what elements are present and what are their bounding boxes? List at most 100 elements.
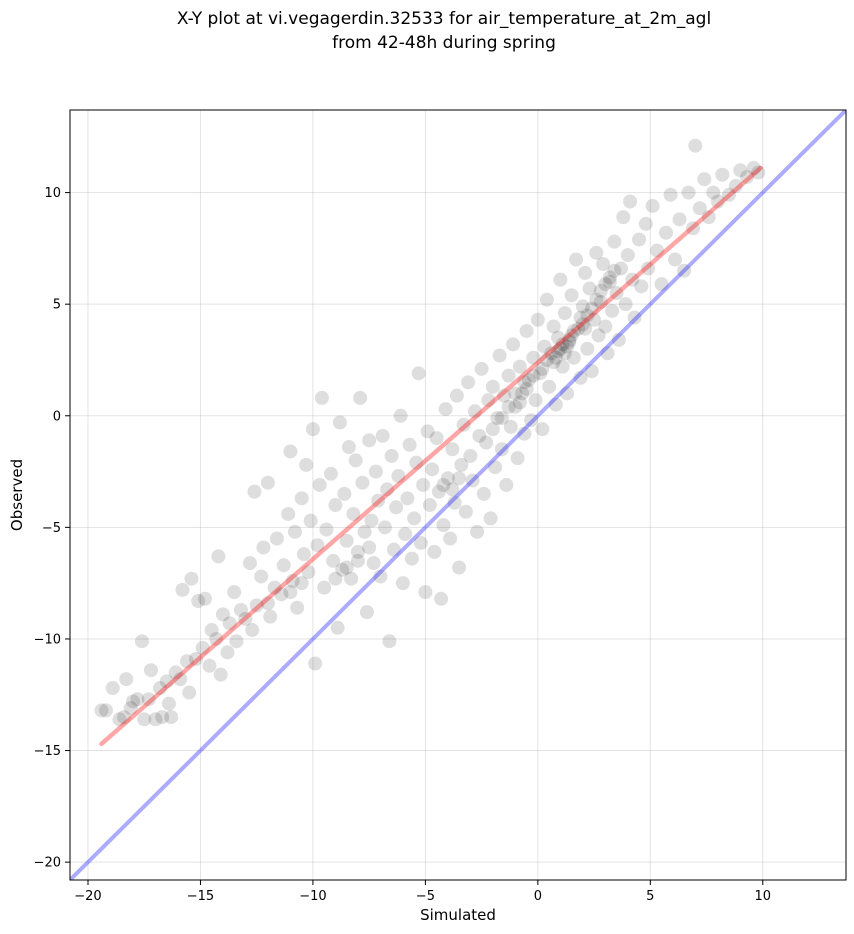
scatter-point (339, 560, 354, 575)
scatter-point (179, 654, 194, 669)
scatter-point (497, 388, 512, 403)
scatter-point (587, 312, 602, 327)
scatter-point (211, 549, 226, 564)
scatter-point (616, 210, 631, 225)
scatter-point (575, 317, 590, 332)
scatter-point (260, 475, 275, 490)
scatter-point (368, 464, 383, 479)
scatter-point (479, 435, 494, 450)
scatter-point (276, 558, 291, 573)
scatter-point (195, 640, 210, 655)
x-tick-label: −15 (187, 889, 214, 904)
scatter-point (627, 310, 642, 325)
reference-lines (70, 110, 846, 880)
scatter-point (602, 274, 617, 289)
scatter-point (553, 341, 568, 356)
scatter-point (740, 169, 755, 184)
scatter-point (159, 674, 174, 689)
scatter-point (564, 328, 579, 343)
scatter-point (254, 569, 269, 584)
scatter-point (152, 681, 167, 696)
scatter-point (229, 634, 244, 649)
scatter-point (314, 390, 329, 405)
scatter-point (287, 524, 302, 539)
scatter-point (431, 484, 446, 499)
scatter-point (562, 332, 577, 347)
scatter-point (472, 428, 487, 443)
scatter-point (274, 587, 289, 602)
scatter-point (623, 194, 638, 209)
scatter-point (294, 491, 309, 506)
scatter-point (350, 544, 365, 559)
scatter-point (339, 533, 354, 548)
scatter-point (580, 341, 595, 356)
scatter-point (425, 462, 440, 477)
scatter-point (247, 484, 262, 499)
y-tick-label: 0 (53, 409, 61, 424)
scatter-point (600, 346, 615, 361)
scatter-point (476, 486, 491, 501)
scatter-point (281, 506, 296, 521)
scatter-point (551, 330, 566, 345)
scatter-point (319, 522, 334, 537)
plot-frame (69, 109, 847, 881)
scatter-point (366, 556, 381, 571)
scatter-point (222, 616, 237, 631)
scatter-point (609, 286, 624, 301)
y-tick-label: 10 (44, 186, 61, 201)
y-axis-label: Observed (8, 459, 26, 531)
scatter-point (517, 375, 532, 390)
scatter-point (508, 386, 523, 401)
scatter-point (654, 277, 669, 292)
scatter-point (573, 310, 588, 325)
scatter-point (332, 415, 347, 430)
scatter-point (371, 493, 386, 508)
scatter-point (303, 513, 318, 528)
scatter-point (269, 531, 284, 546)
scatter-point (155, 710, 170, 725)
scatter-point (346, 506, 361, 521)
scatter-point (380, 482, 395, 497)
scatter-point (305, 422, 320, 437)
scatter-point (566, 323, 581, 338)
scatter-point (373, 569, 388, 584)
scatter-point (173, 672, 188, 687)
scatter-point (384, 448, 399, 463)
scatter-point (535, 361, 550, 376)
scatter-point (641, 261, 656, 276)
scatter-point (483, 511, 498, 526)
scatter-point (434, 591, 449, 606)
scatter-point (485, 379, 500, 394)
x-axis-label: Simulated (420, 906, 496, 924)
scatter-point (409, 455, 424, 470)
scatter-point (404, 551, 419, 566)
scatter-point (285, 573, 300, 588)
scatter-point (596, 257, 611, 271)
scatter-point (242, 556, 257, 571)
scatter-point (499, 477, 514, 492)
scatter-point (602, 270, 617, 285)
scatter-point (555, 337, 570, 352)
scatter-point (501, 368, 516, 383)
scatter-point (283, 585, 298, 600)
scatter-point (357, 524, 372, 539)
scatter-point (461, 375, 476, 390)
scatter-point (692, 201, 707, 216)
scatter-point (393, 408, 408, 423)
scatter-point (362, 540, 377, 555)
scatter-point (539, 292, 554, 307)
scatter-point (98, 703, 113, 718)
y-tick-label: −10 (34, 632, 61, 647)
scatter-point (328, 571, 343, 586)
scatter-point (418, 585, 433, 600)
scatter-point (458, 504, 473, 519)
scatter-point (209, 631, 224, 646)
scatter-point (161, 696, 176, 711)
scatter-point (233, 602, 248, 617)
scatter-point (634, 279, 649, 294)
scatter-point (589, 292, 604, 307)
y-tick-label: −15 (34, 744, 61, 759)
identity-line (70, 110, 846, 880)
scatter-point (454, 457, 469, 472)
